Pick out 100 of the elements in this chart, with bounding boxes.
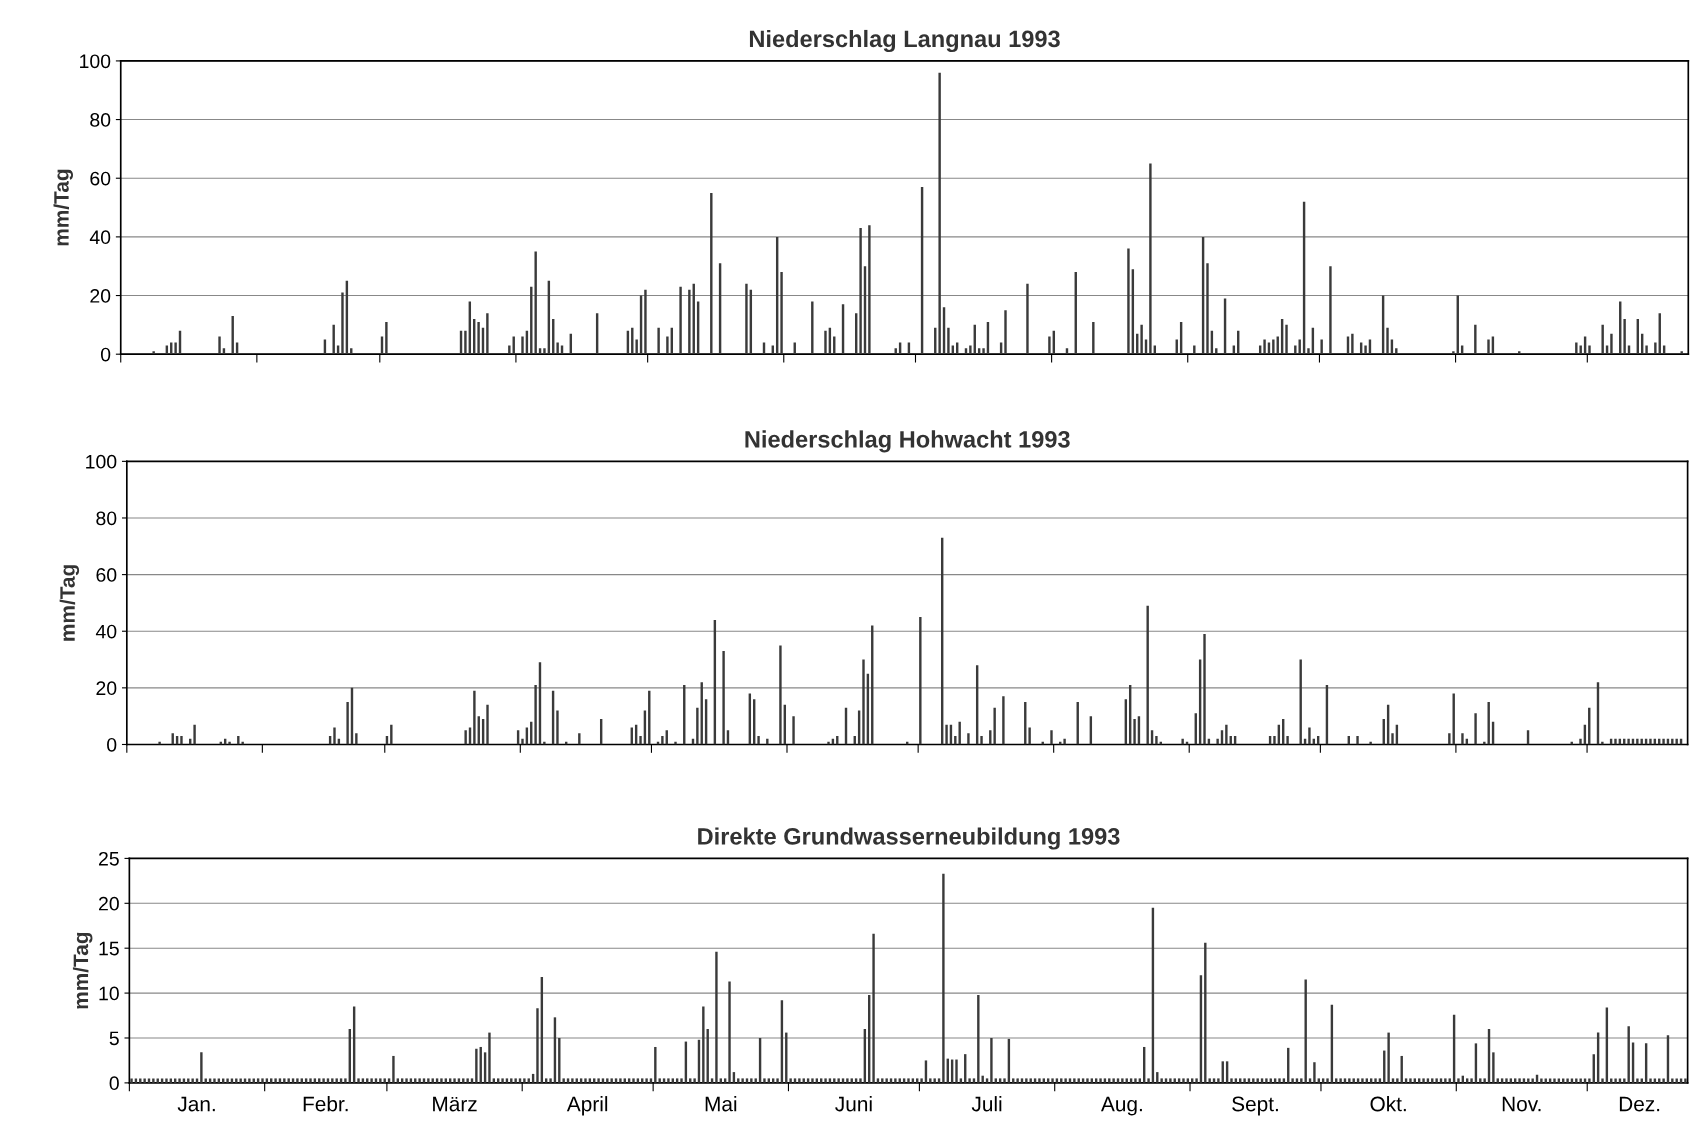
- bar: [902, 1078, 906, 1083]
- bar: [645, 1078, 648, 1083]
- bar: [400, 1078, 404, 1083]
- bar: [291, 1078, 295, 1083]
- bar: [1060, 1078, 1063, 1083]
- bar: [1566, 1078, 1569, 1083]
- bar: [1055, 1078, 1059, 1083]
- bar: [187, 1078, 190, 1083]
- chart-title: Niederschlag Langnau 1993: [749, 29, 1060, 53]
- bar: [947, 327, 950, 355]
- bar: [728, 981, 731, 1083]
- bar: [475, 1048, 478, 1083]
- bar: [745, 283, 748, 355]
- x-tick-label: Dez.: [1619, 1096, 1660, 1112]
- bar: [1094, 1078, 1098, 1083]
- bar: [980, 735, 983, 745]
- bar: [1452, 351, 1455, 355]
- bar: [1496, 1078, 1499, 1083]
- bar: [1500, 1078, 1504, 1083]
- bar: [1272, 339, 1275, 355]
- bar: [390, 724, 393, 745]
- bar: [1675, 738, 1678, 745]
- bar: [1020, 1078, 1024, 1083]
- bar: [1492, 1052, 1495, 1083]
- bar: [1365, 1078, 1368, 1083]
- bar: [169, 1078, 173, 1083]
- y-tick-label: 80: [90, 113, 111, 127]
- y-axis-title: mm/Tag: [59, 565, 80, 641]
- bar: [270, 1078, 273, 1083]
- bar: [1273, 735, 1276, 745]
- bar: [265, 1078, 269, 1083]
- bar: [521, 738, 524, 745]
- bar: [1004, 310, 1007, 355]
- bar: [418, 1078, 421, 1083]
- x-tick-label: Okt.: [1370, 1096, 1406, 1112]
- bar: [1562, 1078, 1565, 1083]
- bar: [588, 1078, 592, 1083]
- y-tick-label: 25: [98, 851, 119, 866]
- bar: [737, 1078, 740, 1083]
- bar: [696, 707, 699, 745]
- bar: [780, 272, 783, 355]
- x-tick-label: Febr.: [303, 1096, 348, 1112]
- bar: [1343, 1078, 1347, 1083]
- bar: [666, 336, 669, 355]
- bar: [1304, 979, 1307, 1083]
- bar: [510, 1078, 513, 1083]
- bar: [859, 228, 862, 355]
- bar: [230, 1078, 234, 1083]
- bar: [1444, 1078, 1447, 1083]
- bar: [1146, 605, 1149, 745]
- bar: [679, 286, 682, 355]
- bar: [1654, 342, 1657, 355]
- bar: [505, 1078, 509, 1083]
- bar: [1649, 738, 1652, 745]
- bar: [649, 1078, 653, 1083]
- bar: [1483, 1078, 1486, 1083]
- bar: [667, 1078, 670, 1083]
- bar: [1548, 1078, 1552, 1083]
- bar: [1614, 738, 1617, 745]
- x-tick-label: April: [566, 1096, 608, 1116]
- bar: [1269, 1078, 1272, 1083]
- bar: [178, 1078, 181, 1083]
- bar: [854, 1078, 858, 1083]
- chart-title: Niederschlag Hohwacht 1993: [745, 430, 1070, 453]
- bar: [885, 1078, 888, 1083]
- bar: [894, 1078, 897, 1083]
- bar: [710, 1078, 714, 1083]
- bar: [998, 1078, 1002, 1083]
- bar: [1298, 339, 1301, 355]
- bar: [859, 1078, 862, 1083]
- bar: [916, 1078, 919, 1083]
- bar: [1291, 1078, 1294, 1083]
- bar: [1217, 1078, 1220, 1083]
- bar: [152, 351, 155, 355]
- bar: [370, 1078, 373, 1083]
- bar: [1487, 702, 1490, 745]
- bar: [435, 1078, 439, 1083]
- bar: [1204, 942, 1207, 1083]
- bar: [1012, 1078, 1015, 1083]
- bar: [1679, 1078, 1683, 1083]
- bar: [322, 1078, 325, 1083]
- bar: [661, 735, 664, 745]
- bar: [545, 1078, 548, 1083]
- bar: [610, 1078, 613, 1083]
- x-tick-label: Mai: [705, 1096, 737, 1112]
- bar: [173, 1078, 177, 1083]
- bar: [1206, 263, 1209, 355]
- bar: [331, 1078, 334, 1083]
- bar: [1129, 1078, 1133, 1083]
- bar: [174, 342, 177, 355]
- bar: [309, 1078, 312, 1083]
- bar: [501, 1078, 504, 1083]
- bar: [815, 1078, 819, 1083]
- bar: [644, 289, 647, 355]
- y-axis-title: mm/Tag: [72, 932, 93, 1009]
- bar: [1193, 345, 1196, 355]
- bar: [627, 1078, 631, 1083]
- x-tick-label: Juni: [835, 1096, 872, 1112]
- bar: [1186, 1078, 1190, 1083]
- bar: [1395, 348, 1398, 355]
